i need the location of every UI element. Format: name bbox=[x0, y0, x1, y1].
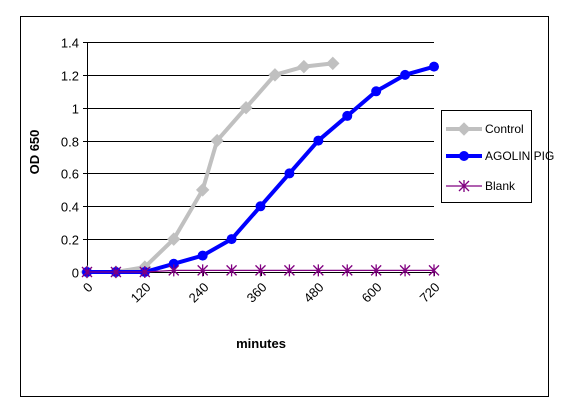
data-point bbox=[197, 250, 208, 261]
data-point bbox=[167, 232, 181, 246]
x-axis-label: minutes bbox=[236, 336, 286, 351]
y-axis-label: OD 650 bbox=[27, 130, 42, 175]
data-point bbox=[197, 264, 209, 277]
y-tick-label: 0.2 bbox=[61, 233, 79, 248]
data-point bbox=[81, 266, 93, 278]
data-point bbox=[195, 183, 210, 197]
data-point bbox=[168, 264, 180, 277]
series-blank bbox=[81, 264, 440, 278]
data-point bbox=[297, 59, 311, 74]
data-point bbox=[399, 264, 411, 277]
y-tick-label: 0.6 bbox=[61, 167, 79, 182]
gridlines bbox=[87, 42, 434, 240]
data-point bbox=[239, 101, 253, 115]
y-tick-label: 0.8 bbox=[61, 135, 79, 150]
legend-label: Blank bbox=[485, 179, 516, 193]
series-layer bbox=[80, 56, 440, 279]
data-point bbox=[429, 61, 439, 72]
legend-marker bbox=[458, 180, 470, 192]
data-point bbox=[268, 68, 282, 82]
legend-label: AGOLIN PIG bbox=[485, 149, 554, 163]
legend-item[interactable]: Blank bbox=[446, 179, 516, 193]
data-point bbox=[326, 56, 340, 71]
series-line bbox=[87, 61, 334, 274]
legend-item[interactable]: Control bbox=[446, 122, 524, 136]
data-point bbox=[371, 86, 382, 97]
data-point bbox=[210, 133, 224, 148]
data-point bbox=[255, 264, 266, 277]
y-tick-label: 1.2 bbox=[61, 69, 79, 84]
data-point bbox=[110, 266, 122, 278]
data-point bbox=[370, 264, 382, 277]
data-point bbox=[313, 135, 324, 146]
y-tick-label: 0 bbox=[72, 266, 79, 281]
data-point bbox=[226, 234, 237, 245]
data-point bbox=[312, 264, 324, 277]
data-point bbox=[428, 264, 440, 277]
data-point bbox=[341, 264, 353, 277]
data-point bbox=[255, 201, 266, 212]
y-tick-label: 1 bbox=[72, 102, 79, 117]
data-point bbox=[283, 264, 295, 277]
data-point bbox=[342, 110, 353, 121]
y-tick-label: 0.4 bbox=[61, 200, 79, 215]
data-point bbox=[226, 264, 238, 277]
data-point bbox=[400, 69, 411, 80]
legend-item[interactable]: AGOLIN PIG bbox=[446, 149, 554, 163]
data-point bbox=[284, 168, 295, 179]
data-point bbox=[139, 266, 151, 278]
data-point bbox=[168, 258, 179, 269]
legend-label: Control bbox=[485, 122, 524, 136]
legend-marker bbox=[457, 122, 471, 136]
legend-marker bbox=[459, 151, 469, 161]
y-tick-label: 1.4 bbox=[61, 36, 79, 51]
legend[interactable]: Control AGOLIN PIG Blank bbox=[441, 110, 555, 203]
